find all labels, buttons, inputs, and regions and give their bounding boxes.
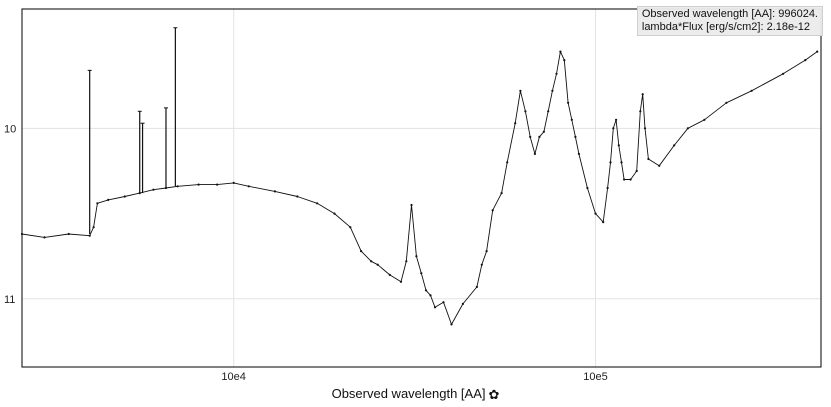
spectrum-point	[67, 232, 70, 236]
spectrum-point	[475, 285, 478, 288]
spectrum-point	[433, 306, 437, 309]
spectrum-point	[586, 186, 589, 190]
spectrum-point	[500, 192, 503, 195]
spectrum-point	[620, 161, 623, 164]
spectrum-point	[485, 250, 488, 253]
spectrum-point	[623, 178, 626, 181]
x-tick-label: 10e5	[583, 371, 607, 383]
spectrum-point	[333, 212, 336, 215]
y-tick-labels: 10 11	[4, 123, 16, 305]
spectrum-point	[555, 72, 558, 75]
spectrum-point	[725, 101, 728, 104]
spectrum-point	[480, 263, 483, 266]
spectrum-point	[232, 181, 235, 184]
y-tick-label: 10	[4, 123, 16, 135]
spectrum-point	[612, 127, 615, 130]
spectrum-point	[420, 272, 423, 275]
spectrum-point	[594, 212, 597, 215]
y-tick-label: 11	[4, 294, 15, 306]
spectrum-point	[20, 232, 24, 236]
spectrum-point	[316, 202, 319, 205]
spectrum-point	[551, 89, 554, 92]
spectrum-point	[658, 164, 661, 167]
spectrum-point	[152, 188, 155, 191]
plot-frame	[21, 8, 822, 368]
spectrum-point	[123, 195, 126, 198]
spectrum-point	[617, 144, 620, 147]
spectrum-point	[461, 302, 464, 305]
x-tick-labels: 10e4 10e5	[221, 371, 607, 383]
spectrum-point	[88, 234, 91, 237]
spectrum-point	[514, 122, 517, 125]
spectrum-point	[750, 89, 753, 92]
spectrum-point	[570, 118, 573, 121]
spectrum-point	[782, 72, 785, 75]
spectrum-point	[647, 157, 650, 161]
gear-icon[interactable]: ✿	[488, 387, 500, 402]
spectrum-point	[547, 110, 550, 113]
spectrum-point	[405, 260, 408, 263]
x-axis-title-row: Observed wavelength [AA] ✿	[0, 386, 831, 403]
spectrum-point	[429, 294, 432, 297]
spectrum-point	[216, 183, 219, 186]
spectrum-point	[577, 152, 581, 155]
spectrum-point	[519, 89, 522, 92]
spectrum-point	[415, 255, 418, 258]
spectrum-point	[360, 250, 363, 253]
spectrum-point	[804, 59, 807, 62]
spectrum-point	[567, 101, 570, 104]
spectrum-point	[176, 185, 179, 188]
spectrum-point	[643, 127, 647, 130]
spectrum-point	[296, 195, 299, 198]
spectrum-point	[816, 50, 819, 53]
x-tick-label: 10e4	[221, 371, 245, 383]
spectrum-point	[686, 127, 690, 130]
spectrum-point	[606, 186, 609, 190]
spectrum-point	[96, 202, 99, 205]
readout-x: Observed wavelength [AA]: 996024.	[641, 8, 818, 20]
spectrum-point	[92, 226, 95, 229]
spectrum-point	[673, 144, 676, 147]
spectrum-point	[574, 135, 577, 138]
spectrum-point	[641, 93, 644, 96]
spectrum-point	[563, 59, 566, 62]
spectrum-point	[639, 110, 642, 113]
spectrum-point	[542, 130, 546, 133]
spectrum-point	[538, 135, 541, 138]
spectrum-point	[524, 110, 527, 113]
spectrum-point	[107, 198, 110, 201]
spectrum-line	[21, 51, 818, 325]
spectrum-point	[424, 289, 428, 292]
spectrum-point	[529, 135, 532, 138]
spectrum-point	[602, 221, 605, 224]
spectrum-point	[533, 152, 537, 155]
spectrum-point	[376, 263, 379, 266]
spectrum-point	[247, 185, 250, 188]
spectrum-point	[349, 226, 352, 229]
cursor-readout: Observed wavelength [AA]: 996024. lambda…	[636, 6, 823, 36]
spectrum-point	[410, 203, 413, 207]
series-layer	[20, 27, 819, 326]
spectrum-point	[43, 236, 46, 239]
readout-y: lambda*Flux [erg/s/cm2]: 2.18e-12	[641, 21, 811, 33]
spectrum-point	[629, 178, 632, 181]
spectrum-point	[559, 50, 562, 53]
spectrum-point	[197, 183, 200, 186]
spectrum-point	[399, 280, 403, 283]
spectrum-point	[703, 118, 706, 121]
spectrum-point	[273, 190, 276, 193]
gridlines	[22, 9, 821, 367]
spectrum-point	[442, 301, 445, 304]
spectrum-point	[609, 161, 612, 164]
spectrum-point	[450, 323, 453, 326]
spectrum-point	[388, 273, 391, 276]
spectrum-point	[506, 161, 509, 164]
spectrum-point	[615, 118, 618, 121]
x-axis-label: Observed wavelength [AA]	[331, 386, 486, 401]
spectrum-point	[635, 169, 638, 173]
spectrum-point	[491, 209, 494, 212]
spectrum-point	[370, 260, 373, 263]
